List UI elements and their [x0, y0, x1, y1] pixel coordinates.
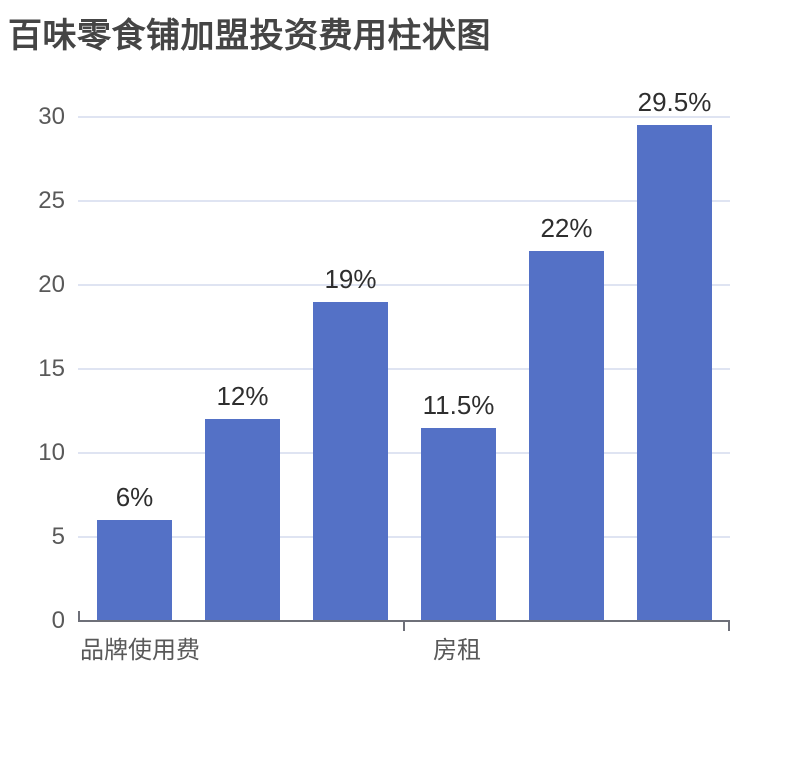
chart-title: 百味零食铺加盟投资费用柱状图 — [8, 17, 491, 55]
bar-4 — [421, 427, 496, 621]
bar-5 — [529, 251, 604, 621]
bar-value-label-4: 11.5% — [422, 389, 495, 420]
gridline-30 — [78, 116, 730, 118]
x-axis-line — [78, 620, 730, 622]
gridline-20 — [78, 284, 730, 286]
bar-value-label-2: 12% — [216, 381, 269, 412]
bar-2 — [205, 419, 280, 621]
bar-value-label-6: 29.5% — [637, 87, 712, 118]
y-axis-label-15: 15 — [38, 355, 65, 382]
x-axis-tick-start — [78, 611, 80, 620]
bar-3 — [313, 301, 388, 621]
bar-value-label-5: 22% — [540, 213, 593, 244]
gridline-15 — [78, 368, 730, 370]
y-axis-label-20: 20 — [38, 271, 65, 298]
gridline-25 — [78, 200, 730, 202]
gridline-5 — [78, 536, 730, 538]
y-axis-label-10: 10 — [38, 439, 65, 466]
x-axis-category-label-2: 房租 — [433, 637, 481, 664]
y-axis-label-25: 25 — [38, 187, 65, 214]
plot-area: 0 5 10 15 20 25 30 6% 12% 19% 11.5% 22% 29.5% 品牌使用费… — [38, 87, 730, 664]
bar-value-label-1: 6% — [115, 482, 154, 513]
bar-1 — [97, 520, 172, 621]
gridline-10 — [78, 452, 730, 454]
y-axis-label-0: 0 — [51, 607, 65, 634]
y-axis-label-30: 30 — [38, 103, 65, 130]
y-axis-label-5: 5 — [51, 523, 65, 550]
x-axis-category-label-1: 品牌使用费 — [80, 637, 200, 664]
bar-value-label-3: 19% — [324, 263, 377, 294]
x-axis-tick-end — [728, 622, 730, 631]
x-axis-tick-middle — [403, 622, 405, 631]
bar-6 — [637, 125, 712, 621]
